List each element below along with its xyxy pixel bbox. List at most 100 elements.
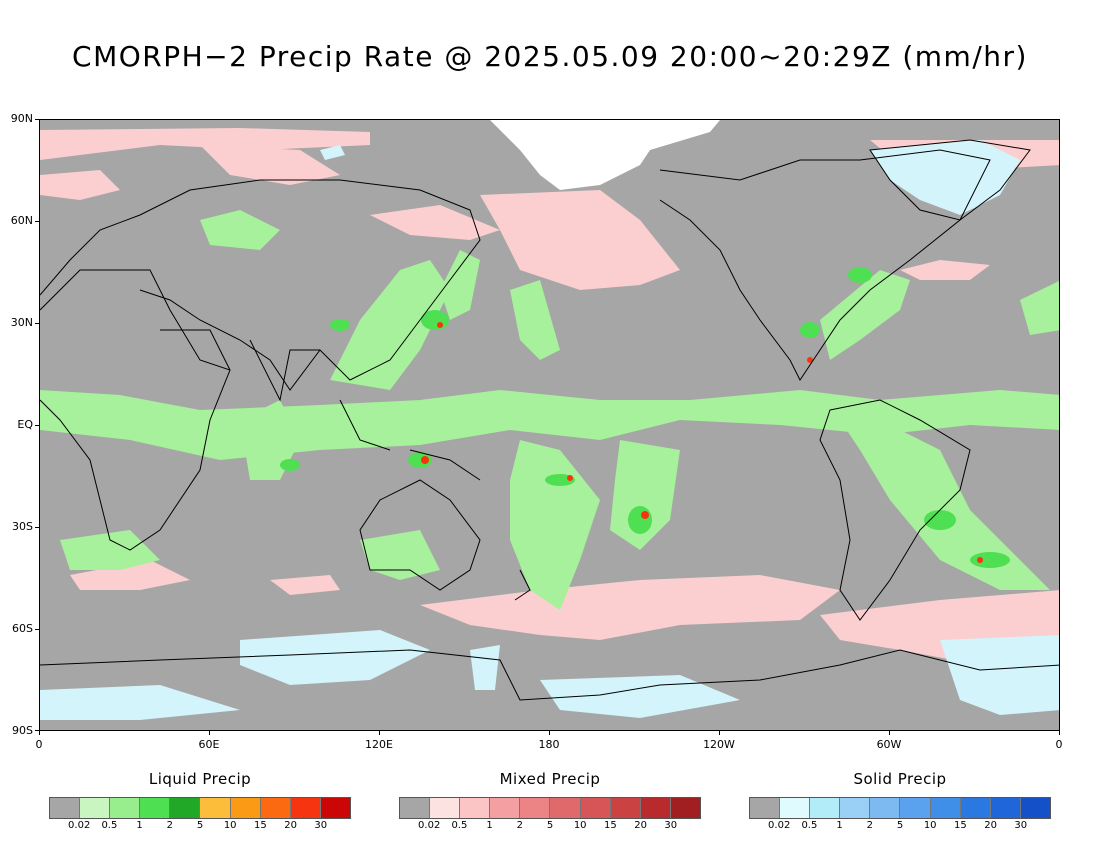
legend-tick-label: 15 (954, 820, 967, 831)
legend-tick-label: 1 (136, 820, 143, 831)
lat-label-60s: 60S (12, 622, 33, 635)
liquid-precip-layer (40, 210, 1059, 610)
lat-tickmark (35, 119, 39, 120)
legend-tick-label: 2 (166, 820, 173, 831)
lat-tickmark (35, 527, 39, 528)
legend-swatch (990, 798, 1021, 818)
lon-label-60w: 60W (876, 738, 902, 751)
legend-tick-label: 0.5 (101, 820, 118, 831)
legend-mixed-labels: 0.02 0.5 1 2 5 10 15 20 30 (399, 820, 701, 834)
legend-solid-labels: 0.02 0.5 1 2 5 10 15 20 30 (749, 820, 1051, 834)
solid-precip-layer (40, 140, 1059, 720)
legend-tick-label: 15 (604, 820, 617, 831)
legend-solid-colorbar (749, 797, 1051, 819)
lon-tickmark (719, 731, 720, 735)
legend-tick-label: 10 (223, 820, 237, 831)
legend-tick-label: 1 (836, 820, 843, 831)
map-svg (40, 120, 1059, 720)
legend-tick-label: 20 (634, 820, 647, 831)
legend-tick-label: 1 (486, 820, 493, 831)
legend-swatch (610, 798, 641, 818)
map-title: CMORPH−2 Precip Rate @ 2025.05.09 20:00~… (72, 40, 1028, 73)
legend-liquid-colorbar (49, 797, 351, 819)
legend-swatch (50, 798, 81, 818)
legend-swatch (520, 798, 551, 818)
coastlines (40, 139, 1059, 701)
liquid-intense-cells (421, 322, 983, 563)
lon-tickmark (209, 731, 210, 735)
legend-tick-label: 30 (664, 820, 678, 831)
lon-label-0: 0 (35, 738, 43, 751)
legend-swatch (840, 798, 871, 818)
legend-swatch (140, 798, 171, 818)
legend-swatch (290, 798, 321, 818)
legend-mixed-colorbar (399, 797, 701, 819)
legend-swatch (870, 798, 901, 818)
legend-swatch (460, 798, 491, 818)
legend-tick-label: 10 (923, 820, 937, 831)
lat-label-eq: EQ (17, 418, 33, 431)
lat-label-90s: 90S (12, 724, 33, 737)
legend-liquid-title: Liquid Precip (148, 770, 252, 788)
lon-tickmark (549, 731, 550, 735)
legend-swatch (80, 798, 111, 818)
lon-tickmark (889, 731, 890, 735)
legend-tick-label: 0.02 (768, 820, 791, 831)
lat-tickmark (35, 730, 39, 731)
legend-tick-label: 5 (546, 820, 554, 831)
legend-liquid: Liquid Precip 0.02 0.5 1 2 5 10 15 20 30 (49, 770, 351, 834)
lat-tickmark (35, 221, 39, 222)
legend-swatch (230, 798, 261, 818)
legend-tick-label: 30 (1014, 820, 1028, 831)
legend-swatch (490, 798, 521, 818)
legend-swatch (110, 798, 141, 818)
legend-liquid-labels: 0.02 0.5 1 2 5 10 15 20 30 (49, 820, 351, 834)
legend-swatch (780, 798, 811, 818)
legend-swatch (930, 798, 961, 818)
legend-tick-label: 0.02 (68, 820, 91, 831)
lat-label-90n: 90N (10, 112, 33, 125)
legend-swatch (810, 798, 841, 818)
lon-tickmark (1059, 731, 1060, 735)
legend-tick-label: 5 (896, 820, 904, 831)
lon-label-60e: 60E (198, 738, 220, 751)
legend-tick-label: 0.5 (801, 820, 818, 831)
lon-tickmark (379, 731, 380, 735)
legend-swatch (430, 798, 461, 818)
legend-swatch (1020, 798, 1050, 818)
legend-tick-label: 20 (284, 820, 297, 831)
legend-swatch (400, 798, 431, 818)
legend-swatch (750, 798, 781, 818)
lon-label-180: 180 (538, 738, 560, 751)
lat-label-30n: 30N (10, 316, 33, 329)
lat-tickmark (35, 629, 39, 630)
legend-solid: Solid Precip 0.02 0.5 1 2 5 10 15 20 30 (749, 770, 1051, 834)
legend-solid-title: Solid Precip (853, 770, 947, 788)
legend-tick-label: 5 (196, 820, 204, 831)
legend-swatch (550, 798, 581, 818)
missing-data-region (490, 120, 720, 190)
legend-swatch (170, 798, 201, 818)
legend-tick-label: 15 (254, 820, 267, 831)
lon-tickmark (39, 731, 40, 735)
lat-label-60n: 60N (10, 214, 33, 227)
legend-mixed-title: Mixed Precip (499, 770, 601, 788)
legend-tick-label: 2 (516, 820, 523, 831)
precip-map (39, 119, 1060, 731)
legend-tick-label: 30 (314, 820, 328, 831)
legend-swatch (900, 798, 931, 818)
legend-tick-label: 20 (984, 820, 997, 831)
legend-swatch (260, 798, 291, 818)
legend-tick-label: 10 (573, 820, 587, 831)
lon-label-120w: 120W (703, 738, 735, 751)
lat-label-30s: 30S (12, 520, 33, 533)
legend-swatch (670, 798, 700, 818)
legend-tick-label: 2 (866, 820, 873, 831)
legend-mixed: Mixed Precip 0.02 0.5 1 2 5 10 15 20 30 (399, 770, 701, 834)
legend-swatch (580, 798, 611, 818)
lon-label-0-east: 0 (1055, 738, 1063, 751)
legend-swatch (200, 798, 231, 818)
legend-swatch (640, 798, 671, 818)
legend-tick-label: 0.5 (451, 820, 468, 831)
lat-tickmark (35, 323, 39, 324)
